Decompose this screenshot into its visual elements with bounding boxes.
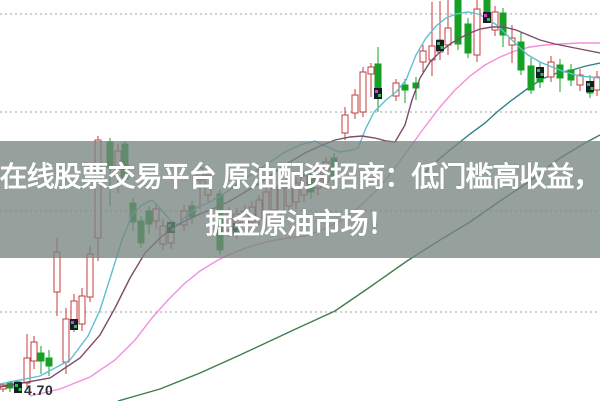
ad-text-line1: 在线股票交易平台 原油配资招商：低门槛高收益， bbox=[0, 160, 600, 192]
ad-text-line2: 掘金原油市场！ bbox=[205, 207, 395, 239]
ad-overlay-banner[interactable]: 在线股票交易平台 原油配资招商：低门槛高收益， 掘金原油市场！ bbox=[0, 141, 600, 258]
price-label: 4.70 bbox=[24, 382, 54, 398]
